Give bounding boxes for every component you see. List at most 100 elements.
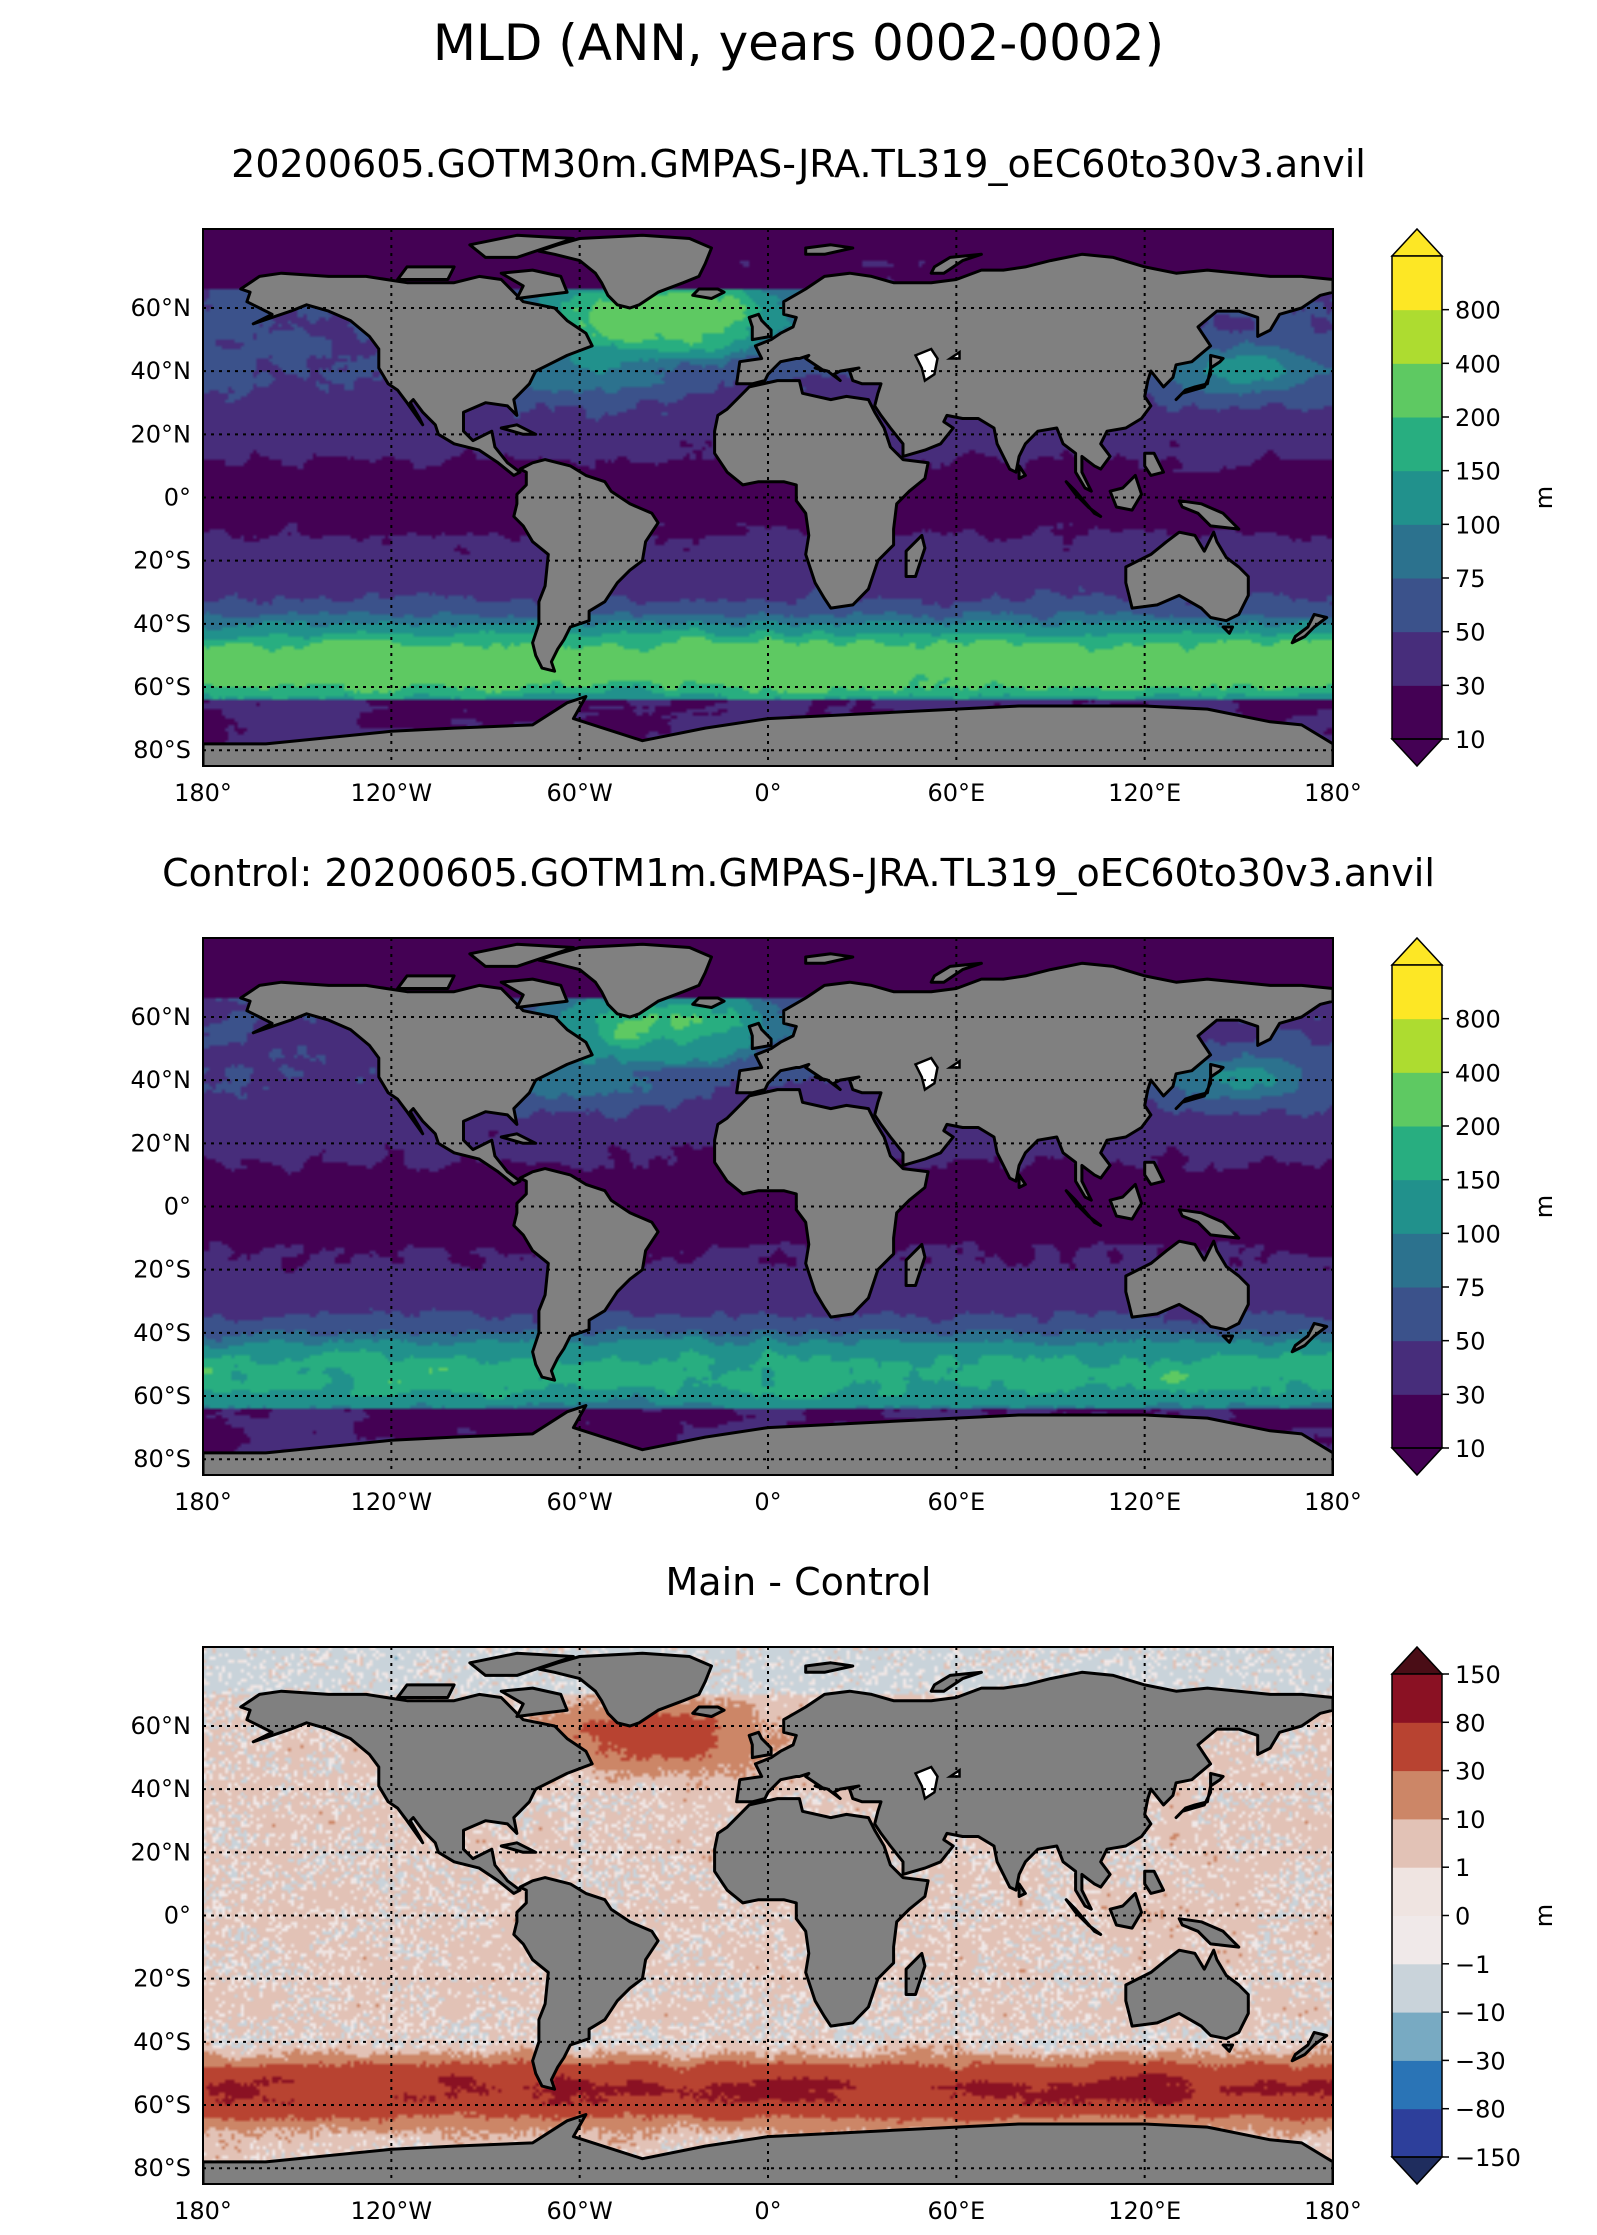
y-tick-label: 20°S <box>133 1256 191 1284</box>
land-britain <box>747 1730 773 1760</box>
lake-0 <box>913 347 939 383</box>
colorbar-tick-label: 100 <box>1455 1220 1501 1248</box>
colorbar-segment <box>1392 1674 1442 1723</box>
x-tick-label: 180° <box>174 779 232 807</box>
land-newGuinea <box>1177 1917 1241 1949</box>
y-tick-label: 40°S <box>133 1319 191 1347</box>
colorbar-tick-label: −1 <box>1455 1951 1490 1979</box>
colorbar-tick-label: 10 <box>1455 1806 1486 1834</box>
colorbar-tick-label: 75 <box>1455 1274 1486 1302</box>
x-tick-label: 60°E <box>927 1488 985 1516</box>
land-iceland <box>691 996 726 1009</box>
map-1 <box>203 938 1333 1475</box>
colorbar-segment <box>1392 2012 1442 2061</box>
x-tick-label: 180° <box>1304 779 1362 807</box>
colorbar-segment <box>1392 524 1442 579</box>
land-borneo <box>1108 1182 1143 1221</box>
colorbar-tick-label: −80 <box>1455 2096 1506 2124</box>
land-victoria <box>396 265 456 281</box>
lake-0 <box>913 1056 939 1092</box>
land-greenland <box>537 942 713 1019</box>
colorbar-segment <box>1392 470 1442 525</box>
y-tick-label: 40°S <box>133 2028 191 2056</box>
y-tick-label: 60°N <box>131 1003 192 1031</box>
colorbar-tick-label: 80 <box>1455 1709 1486 1737</box>
land-southAmerica <box>512 1876 660 2091</box>
y-tick-label: 60°S <box>133 1382 191 1410</box>
y-tick-label: 80°S <box>133 2154 191 2182</box>
map-frame <box>202 1646 1334 2185</box>
colorbar-tick-label: −10 <box>1455 1999 1506 2027</box>
land-baffin <box>499 268 569 300</box>
land-borneo <box>1108 473 1143 512</box>
colorbar-segment <box>1392 1340 1442 1395</box>
colorbar-tick-label: 400 <box>1455 350 1501 378</box>
x-tick-label: 0° <box>754 1488 781 1516</box>
colorbar-tick-label: 200 <box>1455 404 1501 432</box>
map-0 <box>203 229 1333 766</box>
land-sriLanka <box>1017 1882 1027 1898</box>
land-newZealand <box>1290 2030 1329 2063</box>
colorbar-frame <box>1391 255 1443 740</box>
colorbar-tick-label: 400 <box>1455 1059 1501 1087</box>
colorbar-tick-label: 800 <box>1455 1006 1501 1034</box>
x-tick-label: 60°E <box>927 779 985 807</box>
colorbar-label: m <box>1530 1195 1558 1218</box>
land-iceland <box>691 287 726 300</box>
x-tick-label: 0° <box>754 2197 781 2225</box>
land-victoria <box>396 974 456 990</box>
x-tick-label: 60°W <box>547 2197 613 2225</box>
lake-1 <box>945 1767 961 1778</box>
land-svalbard <box>804 952 855 965</box>
colorbar-extend-max <box>1390 1645 1444 1675</box>
x-tick-label: 120°W <box>351 779 433 807</box>
colorbar-tick-label: 30 <box>1455 1758 1486 1786</box>
colorbar-tick-label: 100 <box>1455 511 1501 539</box>
colorbar-0: 10 30 50 75 100 150 200 400 800 m <box>1390 227 1558 768</box>
y-tick-label: 80°S <box>133 736 191 764</box>
y-tick-label: 20°S <box>133 1965 191 1993</box>
colorbar-segment <box>1392 1287 1442 1342</box>
x-tick-label: 120°E <box>1108 779 1181 807</box>
y-tick-label: 60°S <box>133 2091 191 2119</box>
colorbar-segment <box>1392 256 1442 311</box>
colorbar-extend-max <box>1390 227 1444 257</box>
land-sumatra <box>1064 1898 1103 1936</box>
colorbar-segment <box>1392 363 1442 418</box>
colorbar-extend-min <box>1390 2156 1444 2186</box>
y-tick-label: 20°N <box>131 1129 192 1157</box>
land-svalbard <box>804 1661 855 1674</box>
land-baffin <box>499 977 569 1009</box>
colorbar-segment <box>1392 1394 1442 1449</box>
colorbar-segment <box>1392 685 1442 740</box>
colorbar-tick-label: 150 <box>1455 1661 1501 1689</box>
land-tasmania <box>1221 2043 1235 2053</box>
colorbar-segment <box>1392 1072 1442 1127</box>
x-tick-label: 120°E <box>1108 1488 1181 1516</box>
colorbar-frame <box>1391 964 1443 1449</box>
map-frame <box>202 937 1334 1476</box>
land-southAmerica <box>512 1167 660 1382</box>
x-tick-label: 180° <box>174 2197 232 2225</box>
colorbar-tick-label: 50 <box>1455 1328 1486 1356</box>
x-tick-label: 60°W <box>547 1488 613 1516</box>
colorbar-tick-label: 10 <box>1455 1435 1486 1463</box>
lake-1 <box>945 349 961 360</box>
land-cuba <box>499 1841 538 1854</box>
y-tick-label: 40°S <box>133 610 191 638</box>
colorbar-segment <box>1392 1179 1442 1234</box>
colorbar-segment <box>1392 1233 1442 1288</box>
colorbar-segment <box>1392 2060 1442 2110</box>
colorbar-tick-label: 50 <box>1455 619 1486 647</box>
colorbar-extend-min <box>1390 738 1444 768</box>
land-southAmerica <box>512 458 660 673</box>
colorbar-tick-label: −30 <box>1455 2047 1506 2075</box>
land-eurasia <box>735 961 1333 1202</box>
x-tick-label: 120°W <box>351 1488 433 1516</box>
y-tick-label: 60°N <box>131 294 192 322</box>
land-victoria <box>396 1683 456 1699</box>
land-iceland <box>691 1705 726 1718</box>
x-tick-label: 180° <box>1304 1488 1362 1516</box>
colorbar-tick-label: 150 <box>1455 458 1501 486</box>
